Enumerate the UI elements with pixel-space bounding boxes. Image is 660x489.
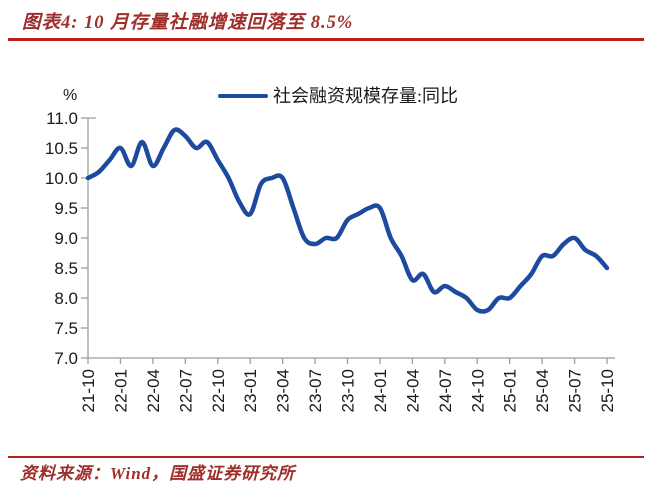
y-tick-label: 7.5	[54, 319, 78, 338]
x-tick-label: 24-01	[371, 369, 390, 412]
x-tick-label: 23-01	[241, 369, 260, 412]
x-tick-label: 24-07	[436, 369, 455, 412]
x-tick-label: 22-07	[176, 369, 195, 412]
x-tick-label: 22-10	[209, 369, 228, 412]
x-tick-label: 24-04	[403, 369, 422, 412]
y-tick-label: 11.0	[46, 109, 78, 128]
x-tick-label: 23-10	[339, 369, 358, 412]
x-tick-label: 23-07	[306, 369, 325, 412]
line-chart: 7.0 7.5 8.0 8.5 9.0 9.5 10.0 10.5 11.0 21-10 22-01…	[45, 109, 617, 412]
legend: 社会融资规模存量:同比	[218, 86, 458, 106]
y-axis: 7.0 7.5 8.0 8.5 9.0 9.5 10.0 10.5 11.0	[45, 109, 96, 368]
x-tick-label: 25-04	[533, 369, 552, 412]
x-tick-label: 22-04	[144, 369, 163, 412]
y-tick-label: 9.0	[54, 229, 78, 248]
y-tick-label: 10.0	[45, 169, 78, 188]
footer-divider	[8, 456, 644, 459]
x-tick-label: 22-01	[111, 369, 130, 412]
source-note: 资料来源：Wind，国盛证券研究所	[20, 464, 296, 483]
series-line	[85, 127, 610, 314]
x-tick-label: 25-07	[566, 369, 585, 412]
y-tick-label: 8.0	[54, 289, 78, 308]
chart-title: 图表4: 10 月存量社融增速回落至 8.5%	[22, 13, 354, 33]
legend-line-swatch	[218, 93, 268, 99]
x-tick-label: 25-01	[501, 369, 520, 412]
x-tick-label: 21-10	[79, 369, 98, 412]
y-axis-unit-label: %	[63, 87, 78, 104]
x-tick-label: 23-04	[274, 369, 293, 412]
y-tick-label: 7.0	[54, 349, 78, 368]
y-tick-label: 9.5	[54, 199, 78, 218]
x-tick-label: 24-10	[468, 369, 487, 412]
x-axis: 21-10 22-01 22-04 22-07 22-10 23-01 23-04 23-07…	[79, 357, 617, 412]
x-tick-label: 25-10	[598, 369, 617, 412]
y-tick-label: 10.5	[45, 139, 78, 158]
legend-label: 社会融资规模存量:同比	[273, 86, 458, 106]
title-divider	[8, 38, 644, 41]
y-tick-label: 8.5	[54, 259, 78, 278]
